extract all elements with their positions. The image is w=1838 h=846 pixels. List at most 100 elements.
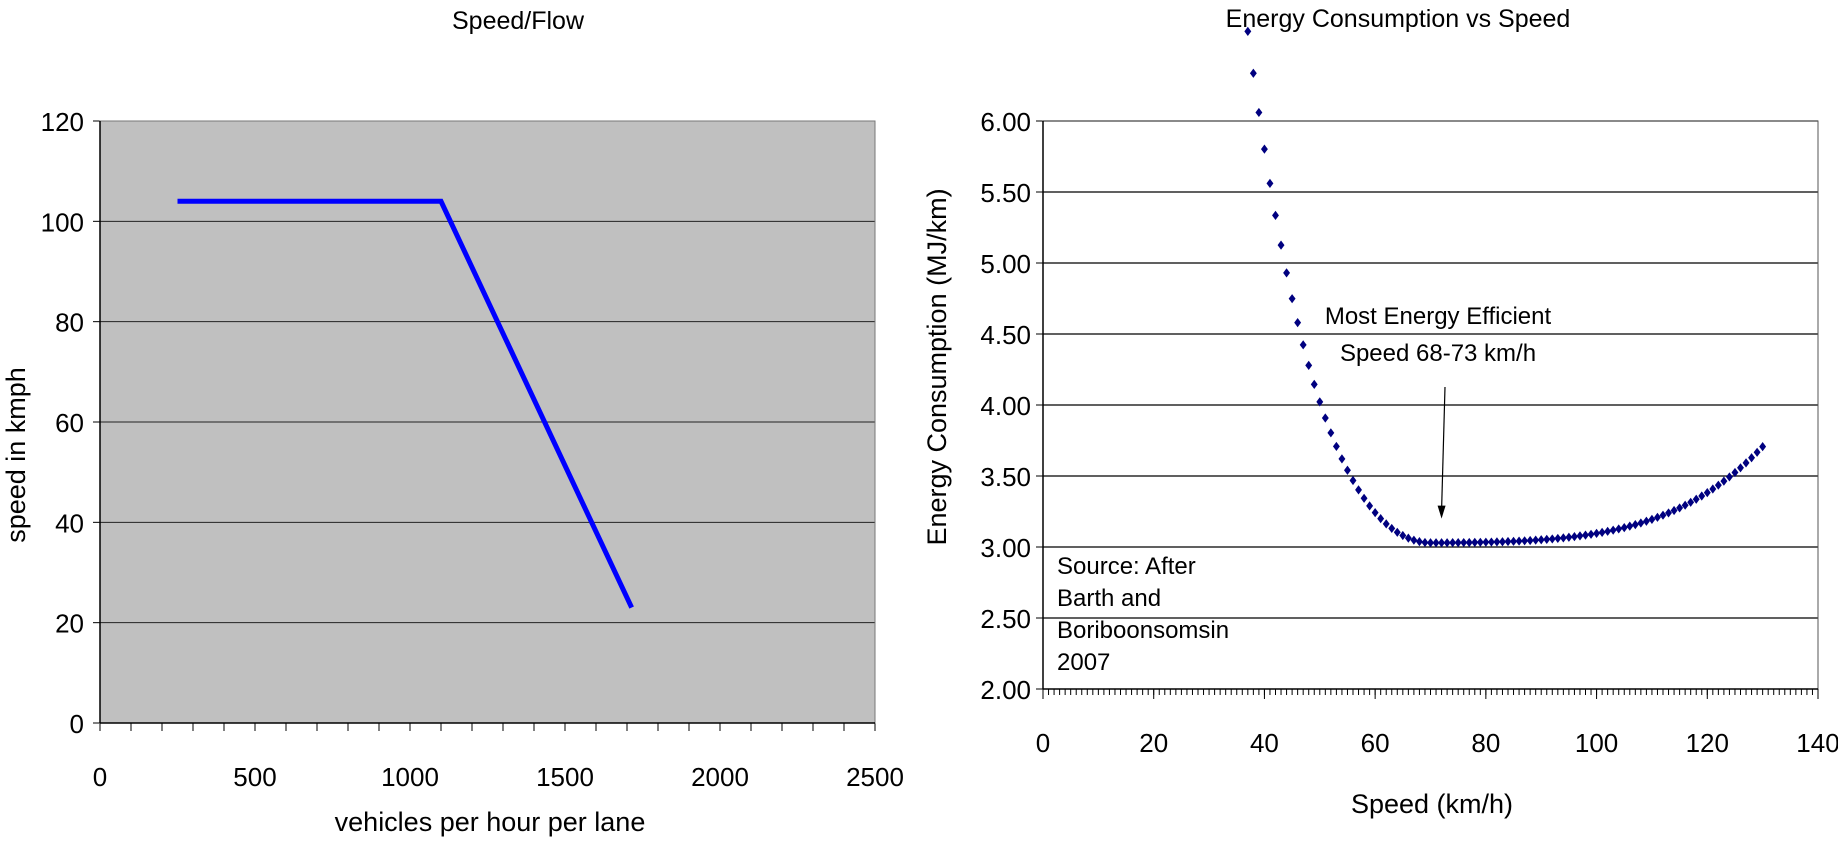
y-axis-label: speed in kmph: [1, 367, 31, 543]
data-point: [1709, 484, 1717, 494]
data-point: [1648, 514, 1656, 524]
y-tick-label: 4.50: [980, 320, 1031, 350]
arrow-head: [1437, 505, 1446, 519]
x-tick-label: 2000: [691, 762, 749, 792]
data-point: [1349, 475, 1357, 486]
data-point: [1548, 534, 1556, 544]
data-point: [1515, 536, 1523, 546]
data-point: [1427, 538, 1434, 548]
data-point: [1338, 454, 1346, 464]
data-point: [1681, 500, 1689, 510]
x-tick-labels: 0 500 1000 1500 2000 2500: [93, 762, 904, 792]
annotation-text: Most Energy Efficient: [1325, 303, 1552, 330]
data-point: [1714, 480, 1722, 490]
y-tick-label: 5.00: [980, 249, 1031, 279]
data-point: [1759, 442, 1767, 452]
y-tick-label: 40: [55, 508, 84, 538]
y-tick-label: 80: [55, 308, 84, 338]
data-point: [1249, 68, 1257, 78]
data-point: [1288, 294, 1296, 304]
x-tick-label: 120: [1686, 728, 1729, 758]
y-tick-label: 3.00: [980, 533, 1031, 563]
data-point: [1609, 525, 1617, 535]
data-point: [1499, 537, 1506, 547]
data-point: [1244, 26, 1252, 36]
data-point: [1698, 491, 1706, 501]
data-point: [1570, 532, 1578, 542]
x-tick-label: 100: [1575, 728, 1618, 758]
data-point: [1665, 508, 1672, 518]
data-point: [1299, 340, 1307, 350]
y-tick-labels: 2.00 2.50 3.00 3.50 4.00 4.50 5.00 5.50 6.00: [980, 107, 1031, 705]
source-text: Source: After: [1057, 553, 1196, 580]
data-point: [1260, 144, 1268, 154]
data-point: [1642, 516, 1650, 526]
x-tick-label: 60: [1361, 728, 1390, 758]
data-point: [1332, 441, 1340, 452]
axes: [93, 120, 876, 731]
y-tick-label: 100: [41, 207, 84, 237]
data-point: [1598, 527, 1606, 537]
x-axis-label: vehicles per hour per lane: [335, 807, 646, 837]
data-point: [1687, 497, 1695, 507]
x-tick-label: 0: [1036, 728, 1050, 758]
data-point: [1432, 538, 1440, 548]
data-point: [1521, 536, 1529, 546]
y-tick-label: 0: [70, 709, 84, 739]
data-point: [1576, 531, 1584, 541]
data-point: [1283, 268, 1291, 278]
y-tick-label: 60: [55, 408, 84, 438]
data-point: [1748, 453, 1756, 463]
y-tick-label: 120: [41, 107, 84, 137]
data-point: [1510, 536, 1517, 546]
data-point: [1593, 528, 1601, 538]
data-point: [1399, 530, 1407, 541]
x-minor-ticks: [1042, 689, 1819, 695]
data-point: [1321, 413, 1329, 423]
data-point: [1305, 360, 1313, 370]
data-point: [1371, 508, 1379, 518]
data-point: [1410, 535, 1418, 545]
data-point: [1532, 535, 1540, 545]
data-point: [1537, 535, 1545, 545]
x-tick-label: 140: [1796, 728, 1838, 758]
x-tick-label: 2500: [846, 762, 904, 792]
y-tick-labels: 0 20 40 60 80 100 120: [41, 107, 84, 739]
data-point: [1637, 518, 1645, 528]
data-point: [1366, 501, 1374, 511]
data-point: [1316, 397, 1324, 407]
data-point: [1654, 512, 1661, 522]
x-axis-label: Speed (km/h): [1351, 789, 1513, 819]
data-point: [1443, 538, 1451, 548]
y-tick-label: 3.50: [980, 462, 1031, 492]
data-point: [1604, 526, 1612, 536]
data-point: [1310, 379, 1318, 389]
data-point: [1266, 178, 1274, 188]
series-group: [1244, 26, 1767, 548]
data-point: [1720, 476, 1728, 486]
data-point: [1676, 503, 1684, 513]
data-point: [1404, 533, 1412, 543]
data-point: [1449, 538, 1457, 548]
source-text: Barth and: [1057, 585, 1161, 612]
data-point: [1631, 520, 1639, 530]
data-point: [1465, 537, 1473, 548]
data-point: [1659, 510, 1667, 520]
data-point: [1703, 487, 1711, 498]
data-point: [1737, 463, 1744, 473]
data-point: [1565, 532, 1573, 542]
data-point: [1582, 530, 1589, 540]
data-point: [1471, 537, 1479, 547]
data-point: [1554, 533, 1562, 544]
data-point: [1355, 485, 1362, 495]
x-tick-labels: 0 20 40 60 80 100 120 140: [1036, 728, 1838, 758]
data-point: [1482, 537, 1490, 547]
data-point: [1382, 519, 1390, 529]
data-point: [1725, 472, 1733, 482]
annotation-arrow: [1440, 386, 1446, 511]
data-point: [1615, 524, 1623, 534]
data-point: [1460, 537, 1468, 548]
data-point: [1543, 534, 1551, 544]
data-point: [1327, 428, 1335, 438]
